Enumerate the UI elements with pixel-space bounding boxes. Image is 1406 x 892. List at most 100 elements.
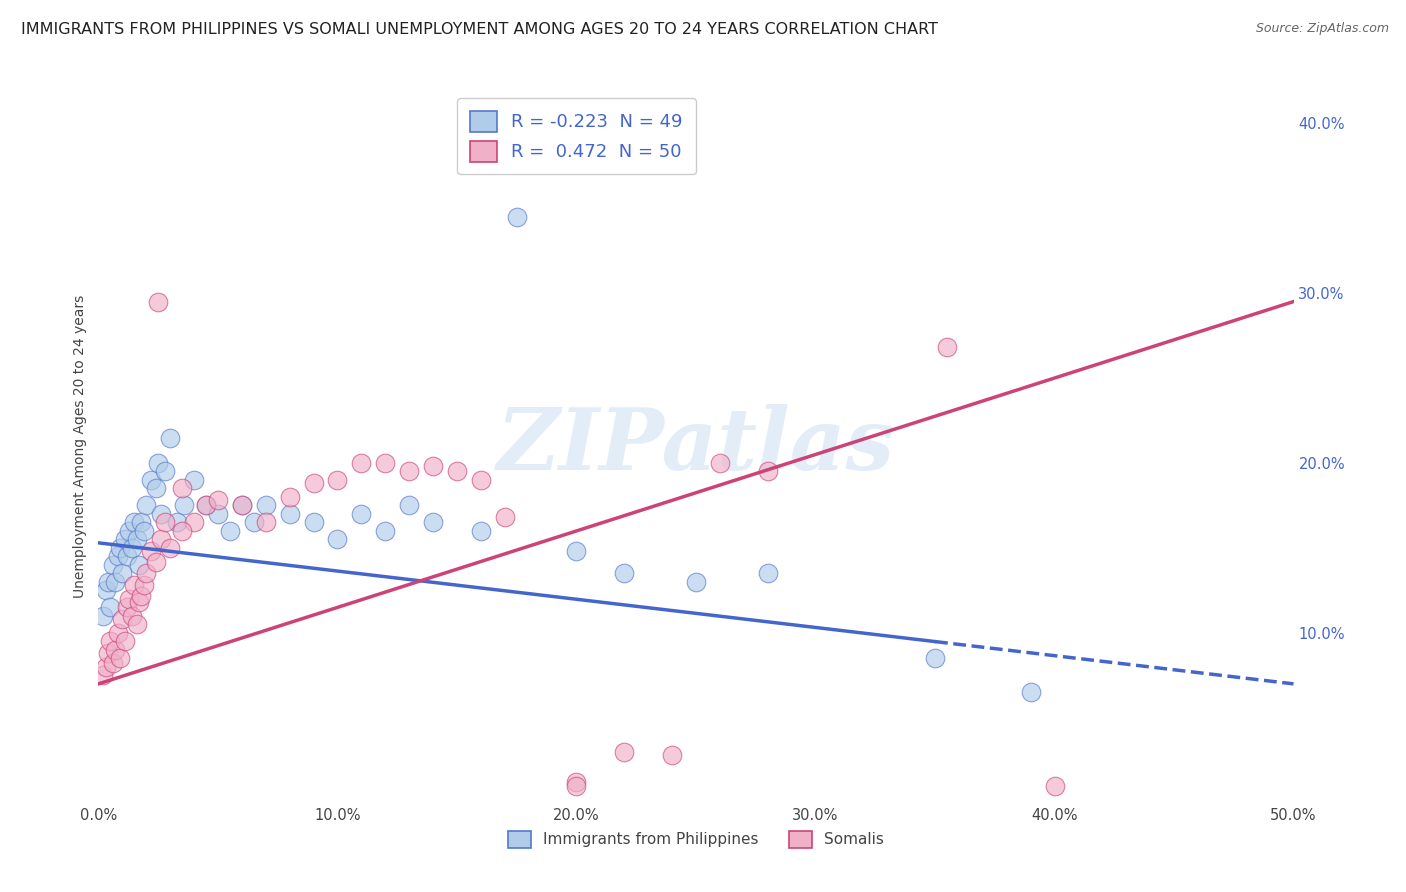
Point (709, 456, 731, 470)
Point (756, 465, 779, 479)
Point (132, 524, 155, 538)
Point (243, 516, 266, 530)
Point (145, 555, 167, 569)
Point (98, 600, 122, 615)
Point (91, 608, 114, 623)
Point (254, 499, 277, 513)
Point (114, 533, 136, 547)
Point (149, 507, 172, 521)
Point (107, 549, 129, 564)
Text: IMMIGRANTS FROM PHILIPPINES VS SOMALI UNEMPLOYMENT AMONG AGES 20 TO 24 YEARS COR: IMMIGRANTS FROM PHILIPPINES VS SOMALI UN… (21, 22, 938, 37)
Point (104, 643, 127, 657)
Point (374, 524, 396, 538)
Point (139, 473, 162, 487)
Point (446, 465, 468, 479)
Point (121, 608, 143, 623)
Point (131, 516, 153, 530)
Point (494, 510, 516, 524)
Point (155, 465, 177, 479)
Point (128, 595, 150, 609)
Point (135, 499, 157, 513)
Point (173, 499, 195, 513)
Point (183, 473, 205, 487)
Point (139, 544, 162, 558)
Point (613, 566, 636, 581)
Point (145, 482, 167, 496)
Point (254, 516, 277, 530)
Point (94, 660, 117, 674)
Point (131, 589, 153, 603)
Point (114, 634, 136, 648)
Point (125, 533, 148, 547)
Point (132, 578, 155, 592)
Point (613, 745, 636, 759)
Point (278, 490, 301, 504)
Point (104, 574, 127, 589)
Point (685, 574, 707, 589)
Point (231, 499, 253, 513)
Point (936, 341, 959, 355)
Point (422, 459, 444, 474)
Point (172, 482, 194, 496)
Point (195, 499, 218, 513)
Point (350, 507, 373, 521)
Point (1019, 685, 1042, 699)
Point (159, 430, 181, 444)
Point (97, 646, 120, 660)
Text: ZIPatlas: ZIPatlas (496, 404, 896, 488)
Point (135, 566, 157, 581)
Point (124, 516, 146, 530)
Legend: Immigrants from Philippines, Somalis: Immigrants from Philippines, Somalis (501, 823, 891, 855)
Point (398, 499, 420, 513)
Point (108, 651, 131, 665)
Point (924, 651, 946, 665)
Point (115, 549, 138, 564)
Point (91, 668, 114, 682)
Point (422, 516, 444, 530)
Point (565, 779, 588, 793)
Point (1043, 779, 1066, 793)
Point (94, 583, 117, 598)
Point (166, 516, 188, 530)
Text: Source: ZipAtlas.com: Source: ZipAtlas.com (1256, 22, 1389, 36)
Point (565, 544, 588, 558)
Point (326, 473, 349, 487)
Point (97, 574, 120, 589)
Point (231, 499, 253, 513)
Point (98, 634, 122, 648)
Point (118, 524, 141, 538)
Point (148, 294, 170, 309)
Point (661, 748, 683, 763)
Point (111, 612, 134, 626)
Y-axis label: Unemployment Among Ages 20 to 24 years: Unemployment Among Ages 20 to 24 years (73, 294, 87, 598)
Point (159, 541, 181, 555)
Point (149, 533, 172, 547)
Point (302, 476, 325, 491)
Point (172, 524, 194, 538)
Point (101, 657, 124, 671)
Point (111, 566, 134, 581)
Point (374, 456, 396, 470)
Point (398, 465, 420, 479)
Point (128, 558, 150, 572)
Point (148, 456, 170, 470)
Point (155, 516, 177, 530)
Point (756, 566, 779, 581)
Point (302, 516, 325, 530)
Point (107, 626, 129, 640)
Point (108, 541, 131, 555)
Point (506, 210, 529, 224)
Point (207, 493, 229, 508)
Point (326, 533, 349, 547)
Point (470, 473, 492, 487)
Point (115, 600, 138, 615)
Point (470, 524, 492, 538)
Point (121, 541, 143, 555)
Point (183, 516, 205, 530)
Point (565, 775, 588, 789)
Point (350, 456, 373, 470)
Point (118, 591, 141, 606)
Point (125, 617, 148, 632)
Point (124, 578, 146, 592)
Point (219, 524, 242, 538)
